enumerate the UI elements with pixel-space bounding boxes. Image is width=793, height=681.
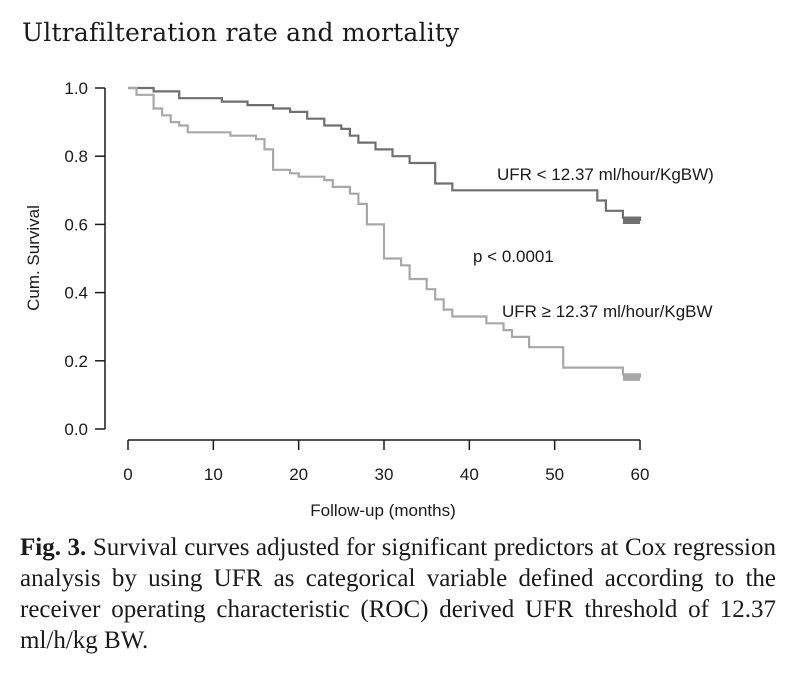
y-tick-label: 0.6 <box>64 215 88 234</box>
p-value-annotation: p < 0.0001 <box>473 247 554 266</box>
page-title: Ultrafilteration rate and mortality <box>22 18 460 47</box>
x-tick-label: 0 <box>123 465 132 484</box>
x-tick-label: 40 <box>460 465 479 484</box>
x-tick-label: 30 <box>375 465 394 484</box>
y-axis-label: Cum. Survival <box>24 205 43 311</box>
series-label-low-ufr: UFR < 12.37 ml/hour/KgBW) <box>497 165 714 184</box>
x-axis-label: Follow-up (months) <box>310 501 456 520</box>
y-tick-label: 0.0 <box>64 420 88 439</box>
survival-chart: 0.0 0.2 0.4 0.6 0.8 1.0 0 10 20 30 40 50 60 Cum. Su… <box>24 79 714 520</box>
survival-curve-low-ufr <box>128 86 642 221</box>
y-tick-label: 0.4 <box>64 284 88 303</box>
y-tick-label: 0.8 <box>64 147 88 166</box>
x-tick-label: 50 <box>545 465 564 484</box>
y-tick-label: 0.2 <box>64 352 88 371</box>
chart-axes <box>104 88 640 441</box>
series-label-high-ufr: UFR ≥ 12.37 ml/hour/KgBW <box>502 302 713 321</box>
x-tick-label: 60 <box>631 465 650 484</box>
y-tick-label: 1.0 <box>64 79 88 98</box>
caption-text: Survival curves adjusted for significant… <box>20 534 777 654</box>
x-tick-label: 20 <box>289 465 308 484</box>
x-tick-label: 10 <box>204 465 223 484</box>
y-ticks: 0.0 0.2 0.4 0.6 0.8 1.0 <box>64 79 105 439</box>
survival-curve-high-ufr <box>128 86 642 378</box>
caption-lead: Fig. 3. <box>20 534 87 561</box>
survival-curves <box>128 86 642 381</box>
figure-caption: Fig. 3. Survival curves adjusted for sig… <box>20 532 776 656</box>
x-ticks: 0 10 20 30 40 50 60 <box>123 440 649 484</box>
